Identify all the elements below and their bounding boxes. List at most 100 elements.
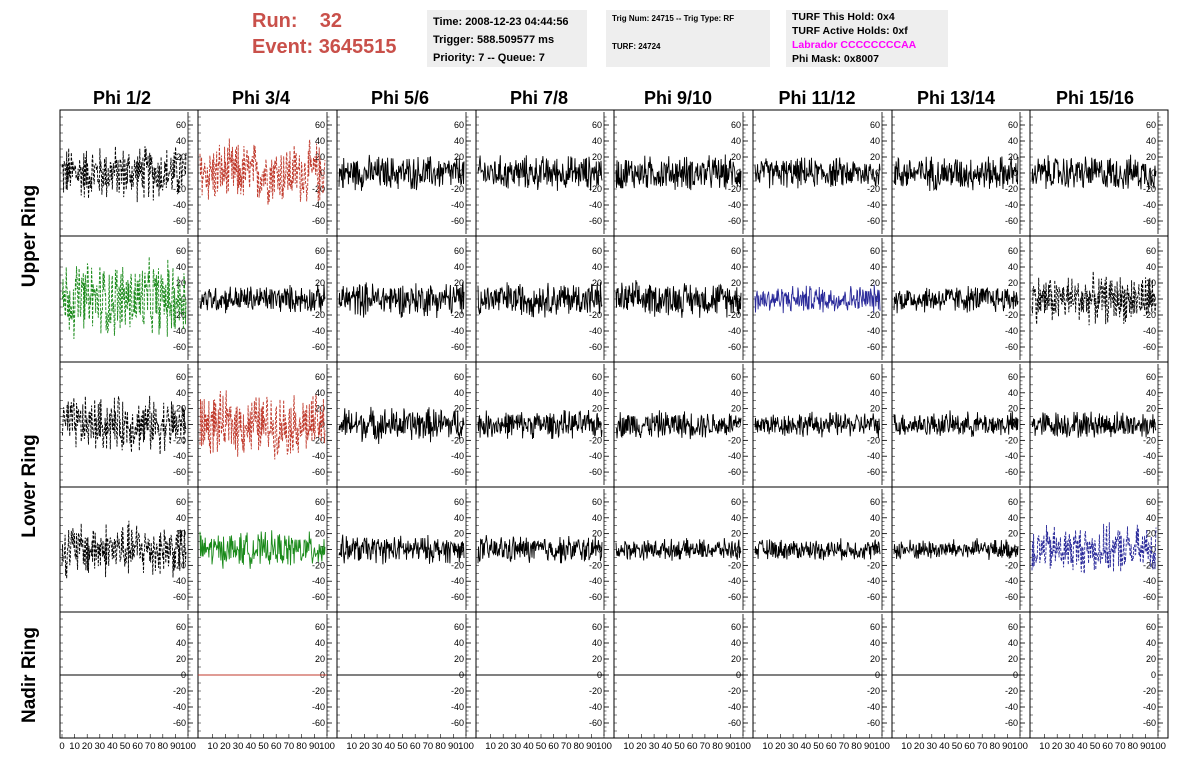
x-tick-label: 30 [649, 741, 660, 752]
y-tick-label: 40 [870, 513, 880, 523]
y-tick-label: -60 [1005, 216, 1018, 226]
y-tick-label: 60 [1146, 120, 1156, 130]
y-tick-label: -40 [589, 576, 602, 586]
waveform-trace [893, 156, 1019, 192]
y-tick-label: -40 [173, 576, 186, 586]
y-tick-label: 20 [1146, 278, 1156, 288]
y-tick-label: -40 [1143, 576, 1156, 586]
x-tick-label: 10 [207, 741, 218, 752]
x-tick-label: 20 [359, 741, 370, 752]
y-tick-label: -60 [451, 718, 464, 728]
y-tick-label: -40 [728, 576, 741, 586]
y-tick-label: 20 [731, 529, 741, 539]
x-tick-label: 60 [687, 741, 698, 752]
y-tick-label: 0 [1151, 168, 1156, 178]
x-tick-label: 10 [485, 741, 496, 752]
waveform-trace [199, 530, 326, 569]
y-tick-label: -20 [312, 686, 325, 696]
waveform-trace [1031, 154, 1157, 190]
waveform-trace [1031, 271, 1157, 326]
x-tick-label: 90 [864, 741, 875, 752]
y-tick-label: -40 [1005, 702, 1018, 712]
y-tick-label: -20 [867, 310, 880, 320]
y-tick-label: 20 [592, 278, 602, 288]
time-info-panel: Time: 2008-12-23 04:44:56 Trigger: 588.5… [427, 10, 587, 67]
y-tick-label: -60 [451, 216, 464, 226]
y-tick-label: 0 [1151, 670, 1156, 680]
y-tick-label: 60 [176, 622, 186, 632]
y-tick-label: 60 [870, 372, 880, 382]
y-tick-label: 0 [459, 420, 464, 430]
trigger-info-panel: Trig Num: 24715 -- Trig Type: RF TURF: 2… [606, 10, 770, 67]
x-tick-label: 40 [107, 741, 118, 752]
active-holds-text: TURF Active Holds: 0xf [792, 25, 908, 37]
y-tick-label: -60 [1005, 592, 1018, 602]
y-tick-label: 20 [454, 654, 464, 664]
x-tick-label: 100 [1012, 741, 1028, 752]
x-tick-label: 20 [636, 741, 647, 752]
y-tick-label: 40 [176, 513, 186, 523]
y-tick-label: -40 [1143, 451, 1156, 461]
y-tick-label: 60 [1008, 246, 1018, 256]
x-tick-label: 80 [1128, 741, 1139, 752]
y-tick-label: 60 [1008, 372, 1018, 382]
column-header-phi-7-8: Phi 7/8 [509, 88, 569, 108]
y-tick-label: -60 [1143, 718, 1156, 728]
y-tick-label: -60 [867, 467, 880, 477]
x-tick-label: 40 [246, 741, 257, 752]
y-tick-label: 20 [592, 654, 602, 664]
y-tick-label: -20 [728, 184, 741, 194]
y-tick-label: -40 [867, 451, 880, 461]
y-tick-label: -20 [173, 435, 186, 445]
y-tick-label: -20 [728, 310, 741, 320]
x-tick-label: 10 [623, 741, 634, 752]
waveform-trace [615, 280, 742, 318]
x-tick-label: 50 [120, 741, 131, 752]
y-tick-label: 60 [592, 622, 602, 632]
x-tick-label: 70 [1115, 741, 1126, 752]
this-hold-text: TURF This Hold: 0x4 [792, 11, 895, 23]
y-tick-label: 20 [592, 404, 602, 414]
waveform-trace [199, 390, 326, 460]
y-tick-label: 20 [315, 654, 325, 664]
y-tick-label: -40 [451, 200, 464, 210]
y-tick-label: 20 [870, 654, 880, 664]
y-tick-label: -60 [173, 592, 186, 602]
y-tick-label: 60 [315, 120, 325, 130]
y-tick-label: 60 [731, 497, 741, 507]
y-tick-label: 60 [731, 372, 741, 382]
y-tick-label: 20 [454, 529, 464, 539]
x-tick-label: 80 [712, 741, 723, 752]
x-tick-label: 30 [95, 741, 106, 752]
x-tick-label: 60 [132, 741, 143, 752]
y-tick-label: 60 [315, 622, 325, 632]
waveform-trace [477, 409, 603, 440]
y-tick-label: -20 [1005, 184, 1018, 194]
y-tick-label: 60 [870, 497, 880, 507]
y-tick-label: -20 [589, 560, 602, 570]
column-header-phi-5-6: Phi 5/6 [370, 88, 430, 108]
y-tick-label: 0 [320, 168, 325, 178]
y-tick-label: 60 [592, 246, 602, 256]
y-tick-label: -40 [451, 326, 464, 336]
y-tick-label: 40 [315, 136, 325, 146]
x-tick-label: 100 [1150, 741, 1166, 752]
y-tick-label: -20 [173, 184, 186, 194]
y-tick-label: 40 [454, 638, 464, 648]
y-tick-label: -60 [1005, 342, 1018, 352]
y-tick-label: 40 [454, 388, 464, 398]
y-tick-label: -40 [173, 326, 186, 336]
x-tick-label: 10 [346, 741, 357, 752]
y-tick-label: -20 [867, 686, 880, 696]
